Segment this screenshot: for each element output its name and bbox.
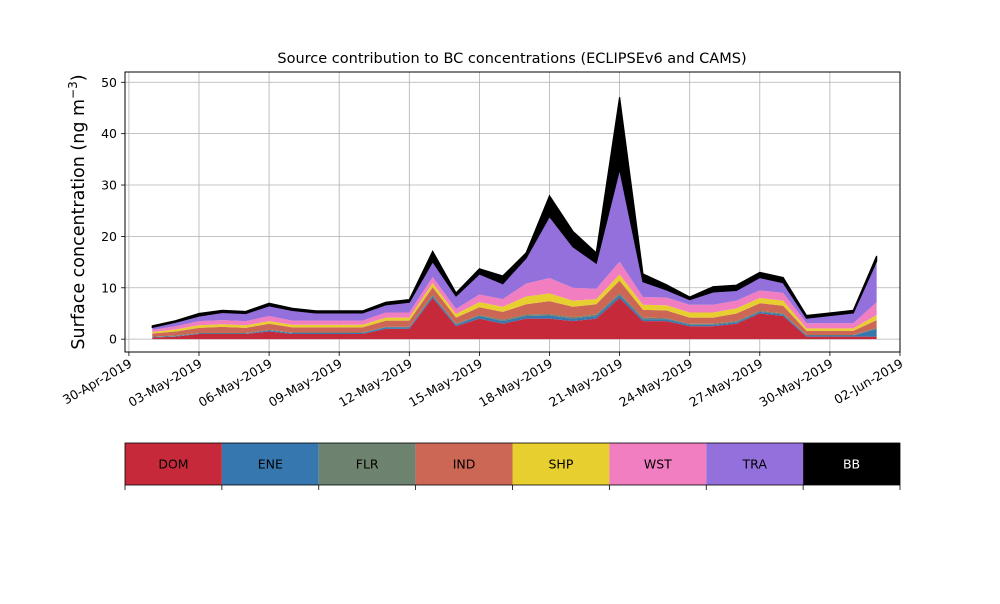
area-series-bb [151,97,878,329]
chart-title: Source contribution to BC concentrations… [277,51,746,67]
y-axis-label: Surface concentration (ng m−3) [66,74,89,349]
x-tick-label: 15-May-2019 [406,356,485,410]
y-axis-label-exponent: −3 [66,81,80,99]
y-axis-label-main: Surface concentration (ng m [69,99,89,350]
plot-frame [124,71,901,353]
legend-swatch-shp [512,443,610,485]
x-tick-label: 27-May-2019 [686,356,765,410]
y-tick-label: 10 [101,280,117,295]
area-series-group [151,97,878,340]
x-tick-label: 06-May-2019 [196,356,275,410]
x-tick-label: 21-May-2019 [546,356,625,410]
area-series-shp [152,274,877,334]
x-tick-label: 18-May-2019 [476,356,555,410]
y-tick-label: 20 [101,229,117,244]
area-series-tra [152,169,877,330]
x-tick-label: 30-Apr-2019 [60,356,134,408]
legend-swatch-tra [706,443,804,485]
y-tick-label: 0 [109,332,117,347]
area-series-wst [152,261,877,332]
legend-label-bb: BB [843,457,860,472]
legend-label-tra: TRA [742,457,768,472]
area-series-dom [152,298,877,340]
x-tick-label: 30-May-2019 [757,356,836,410]
legend-label-shp: SHP [549,457,574,472]
legend-swatch-flr [318,443,416,485]
y-axis-ticks: 0 10 20 30 40 50 [101,75,125,347]
legend-label-flr: FLR [356,457,379,472]
x-axis-ticks: 30-Apr-201903-May-201906-May-201909-May-… [60,352,906,410]
x-tick-label: 09-May-2019 [266,356,345,410]
legend-swatch-ene [221,443,319,485]
x-tick-label: 02-Jun-2019 [831,356,905,407]
legend-swatch-bb [803,443,900,485]
legend-label-dom: DOM [158,457,188,472]
legend-label-wst: WST [644,457,672,472]
y-axis-label-close: ) [69,74,89,81]
y-tick-label: 50 [101,75,117,90]
x-tick-label: 03-May-2019 [126,356,205,410]
y-tick-label: 30 [101,178,117,193]
legend-swatch-dom [125,443,222,485]
y-tick-label: 40 [101,126,117,141]
legend-swatch-wst [609,443,707,485]
x-tick-label: 12-May-2019 [336,356,415,410]
x-tick-label: 24-May-2019 [616,356,695,410]
legend-label-ind: IND [453,457,476,472]
legend-swatch-ind [415,443,513,485]
area-series-ind [152,280,877,337]
legend-label-ene: ENE [258,457,283,472]
colorbar-legend: DOM ENE FLR IND SHP WST TRA BB [124,442,901,490]
